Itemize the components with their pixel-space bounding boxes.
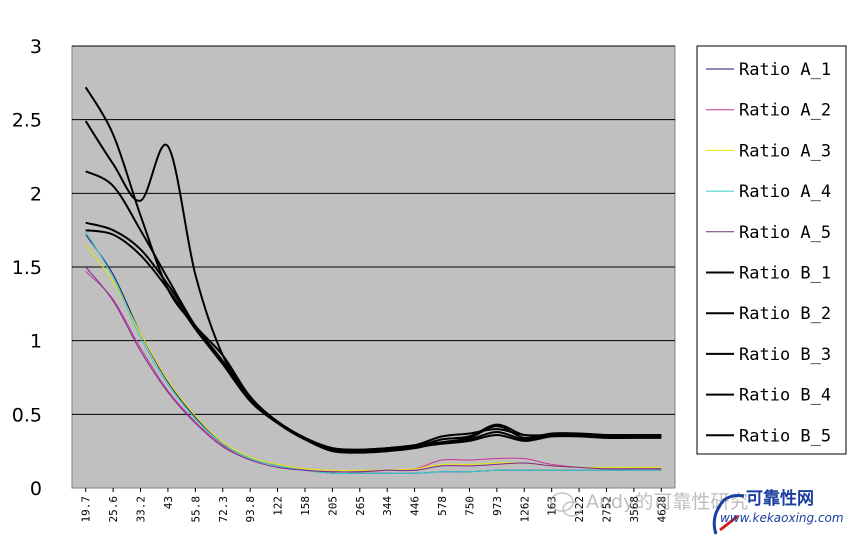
gridlines	[72, 45, 675, 415]
x-tick-label: 344	[381, 496, 394, 516]
series-line-ratio-a-5	[85, 266, 662, 473]
x-tick-label: 25.6	[107, 496, 120, 523]
wechat-icon	[550, 492, 582, 517]
y-tick-label: 3	[30, 36, 42, 58]
y-axis-ticks: 0 0.5 1 1.5 2 2.5 3	[12, 36, 42, 500]
y-tick-label: 0.5	[12, 404, 42, 426]
x-tick-label: 973	[491, 496, 504, 516]
x-tick-label: 122	[272, 496, 285, 516]
y-tick-label: 0	[30, 478, 42, 500]
watermark-brand: 可靠性网	[746, 488, 814, 509]
x-tick-label: 19.7	[80, 496, 93, 523]
watermark: Andy的可靠性研究 可靠性网 www.kekaoxing.com	[550, 488, 844, 535]
x-tick-label: 4628	[655, 496, 668, 523]
x-tick-label: 158	[299, 496, 312, 516]
x-tick-label: 1262	[518, 496, 531, 523]
legend-label: Ratio B_1	[739, 264, 831, 284]
legend-label: Ratio A_2	[739, 101, 831, 121]
x-tick-label: 578	[436, 496, 449, 516]
series-line-ratio-a-4	[85, 231, 662, 475]
y-tick-label: 1.5	[12, 257, 42, 279]
x-tick-label: 43	[162, 496, 175, 509]
x-tick-label: 55.8	[189, 496, 202, 523]
legend-label: Ratio B_5	[739, 426, 831, 446]
legend-label: Ratio A_5	[739, 223, 831, 243]
legend-box	[696, 45, 847, 455]
legend-label: Ratio A_1	[739, 60, 831, 80]
watermark-caption: Andy的可靠性研究	[586, 491, 748, 513]
x-tick-label: 33.2	[135, 496, 148, 523]
watermark-url: www.kekaoxing.com	[720, 511, 844, 525]
kekaoxing-logo-icon	[712, 494, 745, 535]
x-tick-label: 2752	[600, 496, 613, 523]
x-tick-label: 205	[326, 496, 339, 516]
x-tick-label: 750	[463, 496, 476, 516]
legend-label: Ratio B_3	[739, 345, 831, 365]
y-tick-label: 2	[30, 183, 42, 205]
legend: Ratio A_1 Ratio A_2 Ratio A_3 Ratio A_4 Rati…	[706, 60, 831, 446]
y-tick-label: 2.5	[12, 110, 42, 132]
x-axis-ticks: 19.7 25.6 33.2 43 55.8 72.3 93.8 122 158 205 265 34…	[80, 488, 668, 523]
legend-label: Ratio B_4	[739, 386, 831, 406]
x-tick-label: 446	[409, 496, 422, 516]
legend-label: Ratio B_2	[739, 304, 831, 324]
x-tick-label: 265	[354, 496, 367, 516]
x-tick-label: 93.8	[244, 496, 257, 523]
legend-label: Ratio A_3	[739, 141, 831, 161]
series-lines	[84, 86, 662, 475]
legend-label: Ratio A_4	[739, 182, 831, 202]
x-tick-label: 72.3	[217, 496, 230, 523]
x-tick-label: 3568	[628, 496, 641, 523]
series-line-ratio-b-1	[84, 86, 662, 454]
y-tick-label: 1	[30, 331, 42, 353]
series-line-ratio-b-5	[85, 229, 662, 451]
